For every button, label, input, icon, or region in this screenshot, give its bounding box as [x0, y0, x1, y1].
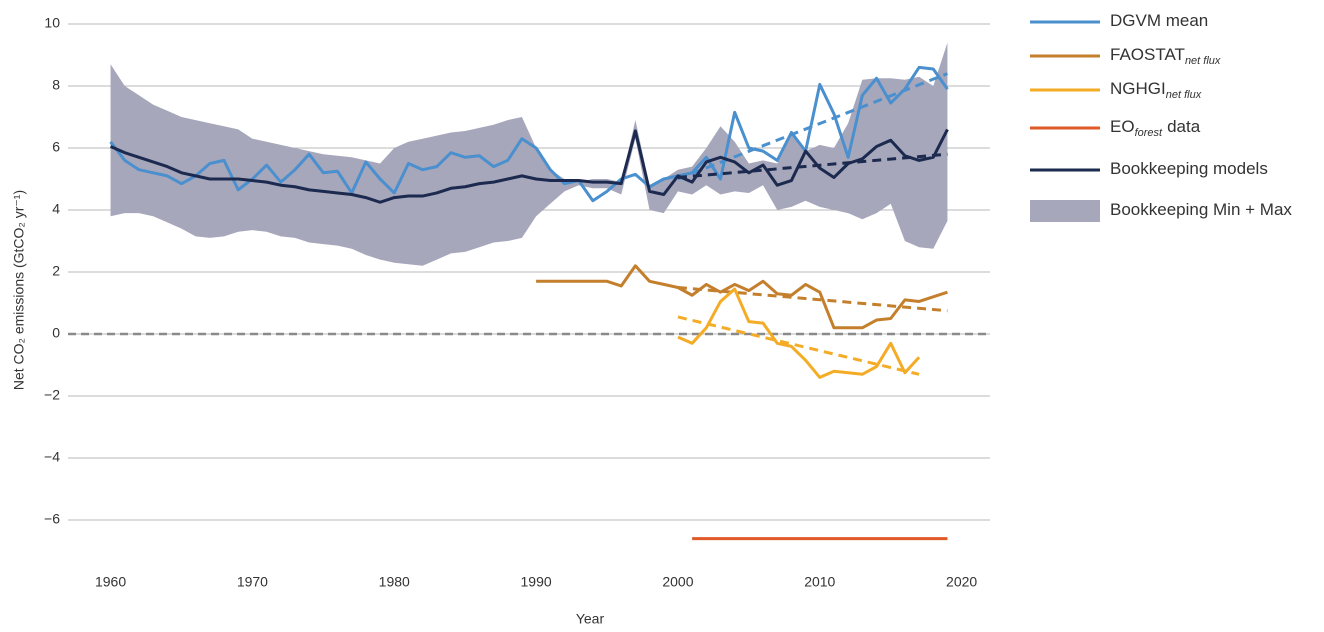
trend-line — [677, 72, 948, 181]
legend-subscript: forest — [1135, 127, 1163, 139]
x-tick-label: 1990 — [521, 574, 552, 590]
series-line — [536, 264, 948, 330]
legend-label: Bookkeeping Min + Max — [1110, 200, 1292, 219]
legend-label: Bookkeeping models — [1110, 159, 1268, 178]
legend-name: Bookkeeping Min + Max — [1110, 200, 1292, 219]
band-area — [110, 42, 948, 266]
legend-label: NGHGInet flux — [1110, 79, 1202, 100]
y-tick-label: 8 — [52, 77, 60, 93]
x-tick-label: 2000 — [662, 574, 693, 590]
grid — [68, 23, 990, 521]
legend-name: DGVM mean — [1110, 11, 1208, 30]
trend-line — [677, 315, 920, 376]
legend-name: FAOSTAT — [1110, 45, 1185, 64]
trend-line — [677, 152, 948, 179]
y-tick-label: −2 — [44, 387, 60, 403]
series-line — [109, 128, 949, 204]
y-tick-label: −6 — [44, 511, 60, 527]
legend-suffix: data — [1167, 117, 1201, 136]
x-axis-label: Year — [576, 611, 605, 627]
trend-line — [677, 286, 948, 313]
y-axis-label: Net CO₂ emissions (GtCO₂ yr⁻¹) — [11, 190, 27, 390]
series-line — [677, 287, 921, 379]
legend-name: Bookkeeping models — [1110, 159, 1268, 178]
y-tick-label: 4 — [52, 201, 60, 217]
legend-name: NGHGI — [1110, 79, 1166, 98]
x-tick-label: 2020 — [946, 574, 977, 590]
x-tick-label: 1970 — [237, 574, 268, 590]
legend-label: DGVM mean — [1110, 11, 1208, 30]
legend-label: EOforest data — [1110, 117, 1201, 138]
y-tick-label: −4 — [44, 449, 60, 465]
x-tick-label: 1960 — [95, 574, 126, 590]
legend-subscript: net flux — [1185, 55, 1221, 67]
y-tick-label: 2 — [52, 263, 60, 279]
y-tick-label: 6 — [52, 139, 60, 155]
legend-swatch — [1030, 200, 1100, 222]
x-tick-label: 2010 — [804, 574, 835, 590]
legend-subscript: net flux — [1166, 89, 1202, 101]
legend-name: EO — [1110, 117, 1135, 136]
y-tick-label: 10 — [44, 15, 60, 31]
y-tick-label: 0 — [52, 325, 60, 341]
legend-label: FAOSTATnet flux — [1110, 45, 1221, 66]
x-tick-label: 1980 — [379, 574, 410, 590]
